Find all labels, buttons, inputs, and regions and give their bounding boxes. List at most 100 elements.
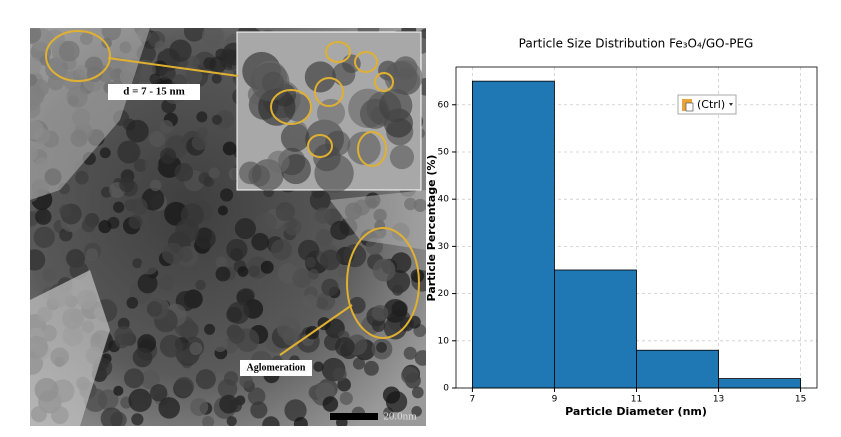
particle: [59, 204, 72, 218]
y-tick-label: 20: [438, 289, 450, 299]
x-tick-label: 7: [470, 395, 476, 405]
y-tick-label: 30: [438, 242, 450, 252]
highlight: [374, 72, 394, 92]
particle: [403, 346, 417, 360]
particle: [284, 218, 302, 236]
particle: [194, 227, 216, 250]
particle: [99, 147, 111, 159]
particle: [113, 385, 124, 396]
particle: [322, 396, 339, 412]
particle: [189, 342, 203, 356]
clipboard-icon: [685, 102, 694, 112]
particle: [100, 407, 123, 426]
particle: [217, 205, 228, 216]
highlights: [45, 30, 420, 356]
x-tick-label: 9: [552, 395, 558, 405]
particle: [201, 28, 224, 47]
particle: [226, 416, 237, 426]
particle: [226, 238, 248, 261]
background-region: [30, 28, 150, 200]
micrograph: d = 7 - 15 nm Aglomeration 20.0nm: [30, 28, 426, 426]
particle: [149, 73, 161, 85]
y-tick-label: 0: [443, 384, 449, 394]
particle: [137, 273, 158, 294]
particle: [234, 218, 256, 240]
particle: [251, 232, 270, 251]
particle: [126, 119, 149, 143]
label-bg: [108, 84, 200, 100]
particle: [202, 415, 215, 426]
particle: [204, 323, 216, 335]
particle: [159, 334, 183, 358]
dropdown-arrow: [729, 103, 733, 106]
particle: [262, 416, 280, 426]
particle: [169, 39, 192, 62]
particle: [389, 144, 415, 170]
particle: [126, 297, 139, 309]
particle: [81, 218, 96, 233]
particle: [250, 62, 290, 102]
particle: [159, 119, 174, 134]
particle: [220, 188, 234, 202]
particle: [371, 304, 389, 322]
particle: [352, 357, 365, 370]
particle: [183, 28, 205, 42]
bar: [636, 349, 719, 389]
particle: [114, 333, 130, 349]
particle: [236, 288, 255, 307]
particle: [159, 65, 176, 82]
bar: [554, 269, 637, 389]
scale-bar: [330, 413, 378, 420]
highlight: [314, 77, 344, 107]
paste-button[interactable]: (Ctrl): [677, 94, 737, 115]
particle: [293, 416, 308, 426]
particle: [203, 176, 214, 187]
particle: [119, 177, 135, 193]
bar: [718, 378, 801, 389]
particle: [117, 140, 141, 164]
particle: [196, 111, 208, 123]
x-axis-label: Particle Diameter (nm): [565, 405, 707, 418]
particle: [150, 384, 168, 402]
highlight: [45, 30, 111, 82]
paste-button-label[interactable]: (Ctrl): [697, 98, 725, 111]
particle: [332, 62, 356, 86]
particle: [222, 141, 237, 156]
particle: [228, 398, 243, 413]
particle: [309, 189, 331, 211]
y-tick-label: 60: [438, 100, 450, 110]
plot-frame: [455, 66, 818, 389]
particle: [154, 40, 166, 52]
particle: [401, 366, 419, 385]
background-region: [30, 270, 110, 426]
scale-label: 20.0nm: [383, 411, 417, 423]
particle: [158, 397, 180, 419]
particle: [98, 220, 112, 234]
particle: [215, 110, 235, 129]
particle: [292, 268, 312, 288]
particle: [414, 350, 426, 366]
particle: [321, 278, 339, 297]
particle: [267, 150, 290, 174]
particle: [42, 267, 57, 282]
particle: [30, 249, 46, 271]
particle: [319, 249, 341, 271]
particle: [132, 347, 153, 368]
particle: [372, 258, 396, 282]
particle: [215, 256, 227, 268]
particle: [275, 202, 295, 222]
pointer: [279, 304, 353, 356]
particle: [203, 57, 216, 70]
chart-title: Particle Size Distribution Fe₃O₄/GO-PEG: [519, 37, 754, 51]
particle: [383, 298, 408, 323]
particle: [128, 215, 143, 230]
highlight: [357, 131, 387, 167]
particle: [337, 265, 349, 278]
x-tick-label: 15: [795, 395, 806, 405]
x-tick-label: 11: [631, 395, 642, 405]
pointer: [107, 57, 239, 77]
particle: [161, 242, 184, 265]
particle: [124, 368, 144, 389]
